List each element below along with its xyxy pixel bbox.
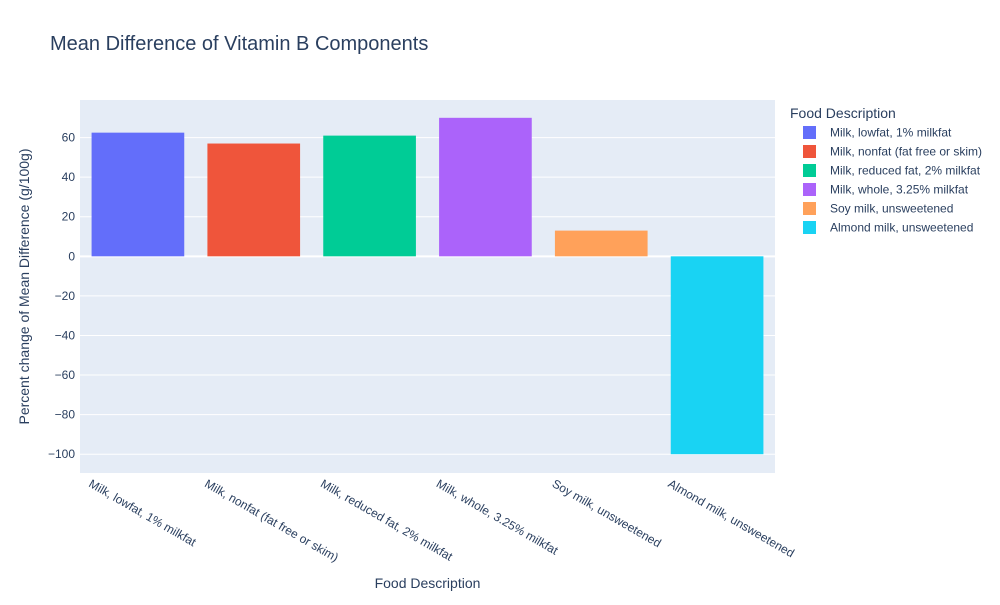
legend-swatch[interactable] bbox=[803, 221, 816, 234]
y-tick-label: −80 bbox=[55, 408, 76, 422]
y-axis-title: Percent change of Mean Difference (g/100… bbox=[16, 148, 32, 424]
legend-label[interactable]: Milk, whole, 3.25% milkfat bbox=[830, 183, 969, 197]
x-tick-label: Almond milk, unsweetened bbox=[666, 476, 797, 560]
y-tick-label: −100 bbox=[48, 447, 75, 461]
y-tick-label: 40 bbox=[62, 170, 76, 184]
bar[interactable] bbox=[207, 143, 301, 257]
y-tick-label: −60 bbox=[55, 368, 76, 382]
legend-label[interactable]: Milk, reduced fat, 2% milkfat bbox=[830, 164, 981, 178]
plot-area bbox=[80, 100, 775, 473]
x-axis-title: Food Description bbox=[375, 575, 481, 591]
y-tick-label: 60 bbox=[62, 131, 76, 145]
chart-title: Mean Difference of Vitamin B Components bbox=[50, 33, 428, 55]
y-axis-ticks: 60 40 20 0 −20 −40 −60 −80 −100 bbox=[48, 131, 75, 462]
y-tick-label: 0 bbox=[68, 249, 75, 263]
y-tick-label: −20 bbox=[55, 289, 76, 303]
bar[interactable] bbox=[91, 132, 185, 257]
x-tick-label: Milk, lowfat, 1% milkfat bbox=[86, 476, 199, 549]
legend-label[interactable]: Soy milk, unsweetened bbox=[830, 202, 953, 216]
bar[interactable] bbox=[439, 117, 532, 257]
bar[interactable] bbox=[554, 230, 648, 257]
legend-label[interactable]: Almond milk, unsweetened bbox=[830, 221, 973, 235]
legend-label[interactable]: Milk, lowfat, 1% milkfat bbox=[830, 126, 952, 140]
legend: Food Description Milk, lowfat, 1% milkfa… bbox=[790, 105, 982, 235]
bars bbox=[91, 117, 764, 455]
legend-label[interactable]: Milk, nonfat (fat free or skim) bbox=[830, 145, 982, 159]
y-tick-label: 20 bbox=[62, 210, 76, 224]
x-tick-label: Milk, whole, 3.25% milkfat bbox=[434, 476, 561, 557]
x-axis-ticks: Milk, lowfat, 1% milkfat Milk, nonfat (fa… bbox=[86, 476, 796, 564]
legend-swatch[interactable] bbox=[803, 126, 816, 139]
legend-items: Milk, lowfat, 1% milkfat Milk, nonfat (fa… bbox=[803, 126, 982, 235]
legend-swatch[interactable] bbox=[803, 202, 816, 215]
gridlines bbox=[80, 137, 775, 455]
legend-swatch[interactable] bbox=[803, 183, 816, 196]
bar[interactable] bbox=[670, 256, 764, 455]
legend-swatch[interactable] bbox=[803, 145, 816, 158]
y-tick-label: −40 bbox=[55, 328, 76, 342]
legend-title: Food Description bbox=[790, 105, 896, 121]
x-tick-label: Soy milk, unsweetened bbox=[550, 476, 664, 550]
legend-swatch[interactable] bbox=[803, 164, 816, 177]
bar[interactable] bbox=[323, 135, 416, 257]
